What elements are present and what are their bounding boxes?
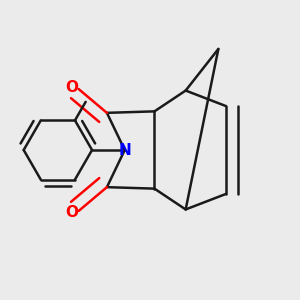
Text: O: O: [66, 205, 79, 220]
Text: O: O: [66, 80, 79, 95]
Text: N: N: [118, 142, 131, 158]
